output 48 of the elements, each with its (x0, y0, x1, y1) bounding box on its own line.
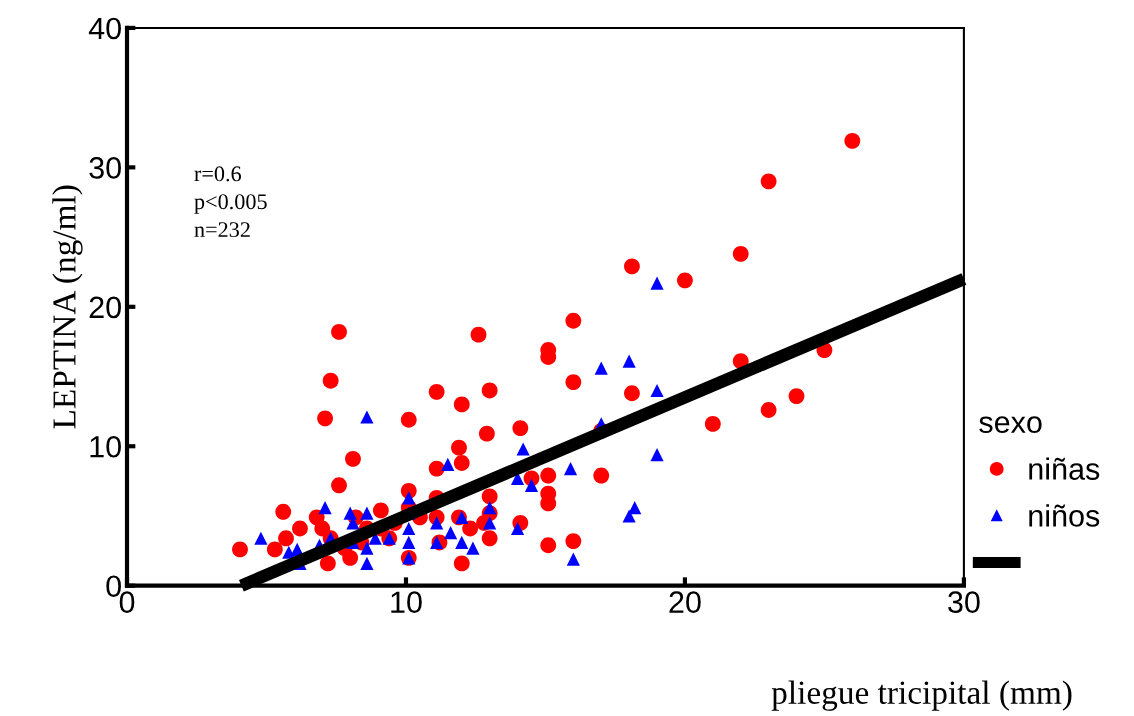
y-tick-label: 10 (90, 435, 121, 458)
point (650, 276, 664, 290)
point (441, 457, 455, 471)
point (402, 491, 416, 505)
point (650, 448, 664, 462)
point (402, 535, 416, 550)
point (628, 501, 642, 515)
legend-label: niños (1029, 504, 1100, 527)
point (483, 501, 497, 515)
y-axis-title: LEPTINA (ng/ml) (52, 185, 83, 429)
point (402, 521, 416, 536)
point (343, 506, 357, 520)
point (318, 501, 332, 515)
legend-title: sexo (979, 416, 1042, 434)
point (444, 526, 458, 540)
legend-label: niñas (1029, 457, 1100, 480)
point (466, 541, 480, 555)
y-tick-label: 40 (88, 17, 121, 40)
point (566, 552, 580, 566)
y-tick-label: 20 (89, 296, 121, 319)
point (510, 521, 525, 536)
x-tick-label: 0 (119, 591, 135, 613)
point (360, 506, 374, 520)
point (430, 535, 444, 550)
point (622, 509, 636, 523)
annotation: n=232 (194, 222, 250, 238)
annotation: p<0.005 (194, 194, 267, 214)
annotation: r=0.6 (194, 166, 242, 182)
y-tick-label: 0 (106, 575, 121, 598)
point (622, 354, 636, 368)
point (455, 510, 469, 524)
y-tick-label: 30 (89, 157, 121, 179)
point (524, 478, 539, 492)
point (563, 461, 578, 476)
point (360, 410, 374, 424)
x-axis-title: pliegue tricipital (mm) (771, 680, 1072, 711)
point (455, 535, 469, 550)
point (360, 556, 374, 570)
point (360, 541, 374, 555)
point (254, 531, 268, 545)
point (430, 516, 444, 530)
point (516, 442, 530, 456)
x-tick-label: 30 (948, 591, 980, 613)
point (483, 516, 497, 530)
point (650, 383, 664, 398)
x-tick-label: 10 (391, 591, 422, 613)
x-tick-label: 20 (669, 591, 701, 613)
point (594, 361, 608, 375)
